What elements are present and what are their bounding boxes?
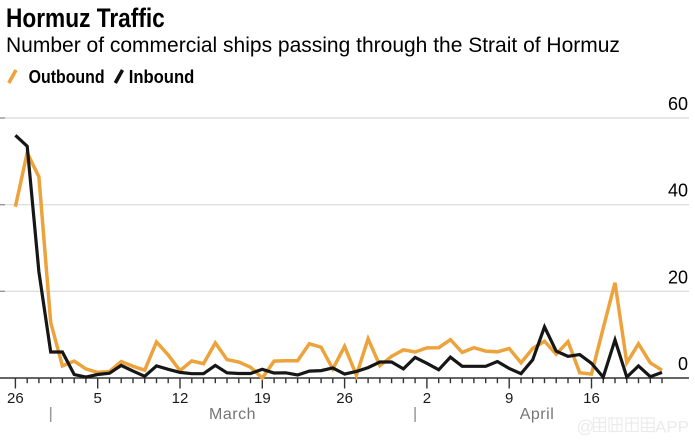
svg-text:20: 20 bbox=[668, 267, 688, 287]
svg-text:March: March bbox=[209, 406, 256, 423]
svg-text:APP: APP bbox=[655, 418, 689, 437]
svg-text:19: 19 bbox=[254, 390, 271, 407]
svg-text:12: 12 bbox=[172, 390, 189, 407]
svg-text:Inbound: Inbound bbox=[129, 66, 195, 87]
svg-text:2: 2 bbox=[423, 390, 431, 407]
svg-text:@: @ bbox=[577, 417, 595, 437]
svg-text:Outbound: Outbound bbox=[29, 66, 105, 87]
svg-text:40: 40 bbox=[668, 181, 688, 201]
svg-text:26: 26 bbox=[336, 390, 353, 407]
svg-text:5: 5 bbox=[94, 390, 102, 407]
svg-text:26: 26 bbox=[7, 390, 24, 407]
svg-text:0: 0 bbox=[678, 354, 688, 374]
svg-text:16: 16 bbox=[583, 390, 600, 407]
svg-text:9: 9 bbox=[505, 390, 513, 407]
svg-text:60: 60 bbox=[668, 94, 688, 114]
svg-text:April: April bbox=[520, 406, 555, 423]
